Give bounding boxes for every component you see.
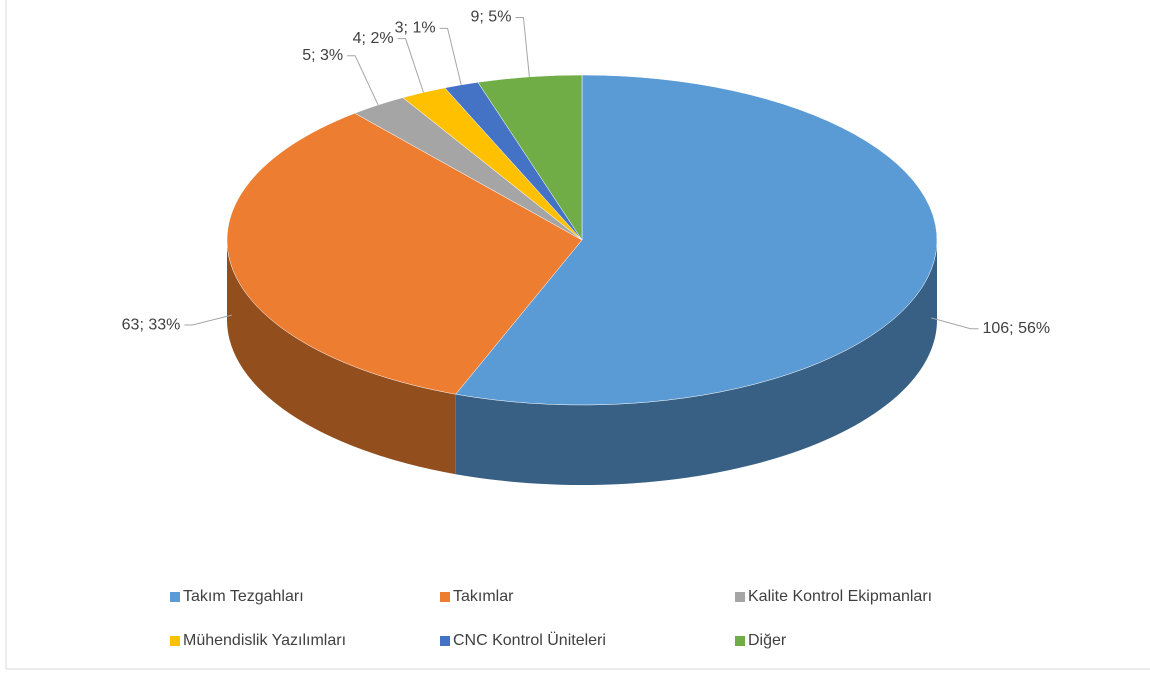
- legend-label: Takımlar: [453, 588, 514, 605]
- data-label: 106; 56%: [982, 320, 1050, 337]
- leader-line: [397, 38, 424, 93]
- pie-slice: [455, 74, 938, 406]
- legend-label: Diğer: [748, 632, 787, 649]
- legend-swatch: [735, 592, 745, 602]
- legend-swatch: [170, 636, 180, 646]
- legend-label: Kalite Kontrol Ekipmanları: [748, 588, 932, 605]
- legend-swatch: [170, 592, 180, 602]
- legend-swatch: [440, 592, 450, 602]
- leader-line: [931, 317, 979, 330]
- pie-side: [455, 240, 937, 485]
- leader-line: [184, 314, 232, 326]
- legend-swatch: [735, 636, 745, 646]
- legend: Takım Tezgahları Takımlar Kalite Kontrol E…: [170, 588, 932, 649]
- legend-label: Takım Tezgahları: [183, 588, 304, 605]
- leader-line: [439, 27, 462, 85]
- data-labels: 106; 56% 63; 33% 5; 3% 4; 2%3; 1% 9; 5%: [122, 9, 1050, 337]
- leader-line: [515, 16, 530, 77]
- data-label: 63; 33%: [122, 316, 181, 333]
- pie-slice: [477, 74, 583, 241]
- chart-border: [5, 0, 1150, 670]
- legend-label: Mühendislik Yazılımları: [183, 632, 346, 649]
- data-label: 4; 2%: [353, 30, 394, 47]
- data-label: 3; 1%: [395, 20, 436, 37]
- pie-slice: [226, 112, 583, 395]
- legend-label: CNC Kontrol Üniteleri: [453, 631, 606, 649]
- pie-tops: [226, 74, 938, 406]
- data-label: 9; 5%: [471, 9, 512, 26]
- leader-line: [347, 55, 379, 106]
- data-label: 5; 3%: [302, 47, 343, 64]
- pie-side: [227, 240, 456, 475]
- legend-swatch: [440, 636, 450, 646]
- pie-sides: [227, 240, 937, 485]
